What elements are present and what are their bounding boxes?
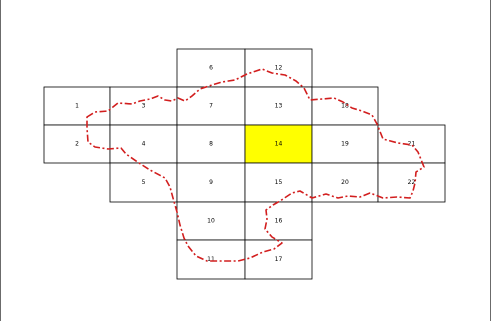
grid-cell-5[interactable] bbox=[109, 162, 178, 203]
grid-cell-9[interactable] bbox=[176, 162, 246, 203]
grid-cell-10[interactable] bbox=[176, 201, 246, 241]
grid-cell-label-2: 2 bbox=[75, 141, 79, 148]
grid-cell-19[interactable] bbox=[311, 124, 379, 164]
left-frame-border bbox=[0, 0, 1, 321]
grid-cell-label-14: 14 bbox=[275, 141, 283, 148]
grid-cell-14[interactable] bbox=[244, 124, 313, 164]
grid-cell-12[interactable] bbox=[244, 48, 313, 88]
grid-cell-label-22: 22 bbox=[408, 179, 416, 186]
grid-cell-label-16: 16 bbox=[275, 218, 283, 225]
grid-cell-label-5: 5 bbox=[142, 179, 146, 186]
grid-cell-label-6: 6 bbox=[209, 65, 213, 72]
grid-cell-18[interactable] bbox=[311, 86, 379, 126]
grid-cell-7[interactable] bbox=[176, 86, 246, 126]
grid-cell-label-8: 8 bbox=[209, 141, 213, 148]
region-boundary-outline bbox=[86, 68, 425, 262]
grid-cell-13[interactable] bbox=[244, 86, 313, 126]
grid-cell-label-12: 12 bbox=[275, 65, 283, 72]
grid-cell-16[interactable] bbox=[244, 201, 313, 241]
grid-cell-label-20: 20 bbox=[341, 179, 349, 186]
grid-cell-15[interactable] bbox=[244, 162, 313, 203]
grid-cell-8[interactable] bbox=[176, 124, 246, 164]
grid-cell-label-13: 13 bbox=[275, 103, 283, 110]
grid-cell-label-11: 11 bbox=[207, 256, 215, 263]
grid-cell-label-4: 4 bbox=[142, 141, 146, 148]
grid-cell-3[interactable] bbox=[109, 86, 178, 126]
grid-cell-label-17: 17 bbox=[275, 256, 283, 263]
grid-cell-label-19: 19 bbox=[341, 141, 349, 148]
grid-cell-label-10: 10 bbox=[207, 218, 215, 225]
grid-cell-label-1: 1 bbox=[75, 103, 79, 110]
grid-cell-20[interactable] bbox=[311, 162, 379, 203]
grid-cell-4[interactable] bbox=[109, 124, 178, 164]
grid-cell-label-18: 18 bbox=[341, 103, 349, 110]
grid-cell-label-7: 7 bbox=[209, 103, 213, 110]
grid-cell-22[interactable] bbox=[377, 162, 446, 203]
grid-cell-label-9: 9 bbox=[209, 179, 213, 186]
grid-cell-label-15: 15 bbox=[275, 179, 283, 186]
grid-cell-label-21: 21 bbox=[408, 141, 416, 148]
grid-cell-label-3: 3 bbox=[142, 103, 146, 110]
grid-cell-21[interactable] bbox=[377, 124, 446, 164]
